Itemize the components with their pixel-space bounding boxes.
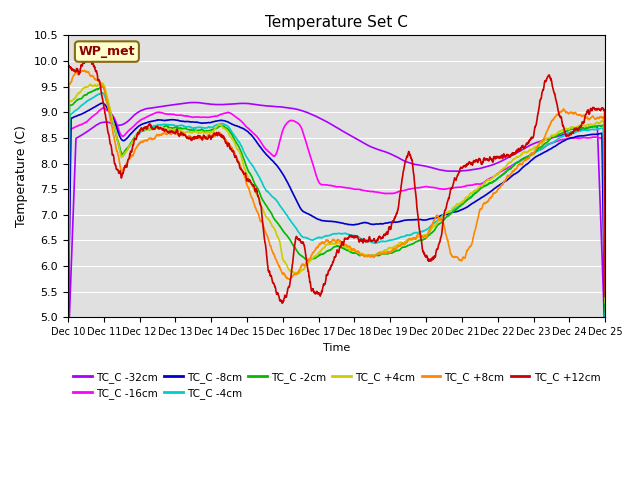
TC_C +4cm xyxy=(64,336,72,342)
TC_C -16cm xyxy=(586,135,593,141)
Line: TC_C -2cm: TC_C -2cm xyxy=(68,86,605,340)
TC_C +12cm xyxy=(326,267,333,273)
TC_C +4cm xyxy=(487,176,495,182)
Line: TC_C -4cm: TC_C -4cm xyxy=(68,93,605,336)
Text: WP_met: WP_met xyxy=(79,45,135,58)
TC_C -32cm xyxy=(311,113,319,119)
TC_C -32cm xyxy=(92,123,99,129)
TC_C -4cm xyxy=(92,93,99,99)
TC_C -16cm xyxy=(100,105,108,111)
TC_C -32cm xyxy=(191,99,199,105)
Line: TC_C +12cm: TC_C +12cm xyxy=(68,55,605,303)
TC_C +8cm xyxy=(586,116,594,121)
TC_C +12cm xyxy=(602,293,609,299)
TC_C -16cm xyxy=(311,169,319,175)
TC_C +8cm xyxy=(311,247,319,253)
TC_C -8cm xyxy=(586,132,593,138)
TC_C +8cm xyxy=(602,286,609,292)
TC_C +12cm xyxy=(488,156,495,162)
TC_C -32cm xyxy=(326,120,333,126)
TC_C -4cm xyxy=(326,232,333,238)
TC_C +8cm xyxy=(326,239,333,245)
TC_C -4cm xyxy=(586,127,594,133)
Line: TC_C +8cm: TC_C +8cm xyxy=(68,71,605,329)
TC_C -8cm xyxy=(487,188,495,194)
Line: TC_C +4cm: TC_C +4cm xyxy=(68,83,605,339)
TC_C -16cm xyxy=(92,111,99,117)
TC_C +4cm xyxy=(586,121,594,127)
TC_C -16cm xyxy=(64,349,72,355)
TC_C -2cm xyxy=(99,84,106,89)
TC_C -8cm xyxy=(602,342,609,348)
TC_C -8cm xyxy=(586,132,594,138)
TC_C +12cm xyxy=(586,109,594,115)
TC_C -16cm xyxy=(326,182,333,188)
TC_C +8cm xyxy=(487,195,495,201)
TC_C +4cm xyxy=(586,122,593,128)
TC_C -4cm xyxy=(487,180,495,186)
TC_C -16cm xyxy=(487,175,495,180)
TC_C +12cm xyxy=(92,68,99,74)
TC_C -2cm xyxy=(487,180,495,186)
TC_C -32cm xyxy=(602,339,609,345)
TC_C -32cm xyxy=(487,162,495,168)
TC_C +4cm xyxy=(326,241,333,247)
Title: Temperature Set C: Temperature Set C xyxy=(265,15,408,30)
TC_C -4cm xyxy=(64,326,72,332)
TC_C -16cm xyxy=(602,331,609,337)
TC_C -2cm xyxy=(602,309,609,315)
TC_C -16cm xyxy=(586,135,594,141)
Line: TC_C -16cm: TC_C -16cm xyxy=(68,108,605,352)
TC_C -2cm xyxy=(64,337,72,343)
TC_C -8cm xyxy=(326,218,333,224)
Line: TC_C -8cm: TC_C -8cm xyxy=(68,103,605,345)
TC_C +12cm xyxy=(278,300,286,306)
TC_C +12cm xyxy=(586,108,594,114)
TC_C -4cm xyxy=(602,334,609,339)
TC_C +8cm xyxy=(92,77,99,83)
TC_C +8cm xyxy=(81,68,88,73)
TC_C +4cm xyxy=(311,253,319,259)
TC_C -8cm xyxy=(92,104,99,109)
TC_C -2cm xyxy=(586,124,593,130)
TC_C -2cm xyxy=(92,87,99,93)
TC_C +8cm xyxy=(586,116,593,122)
TC_C +12cm xyxy=(85,52,93,58)
X-axis label: Time: Time xyxy=(323,343,350,353)
TC_C -2cm xyxy=(311,255,319,261)
TC_C -8cm xyxy=(311,215,319,220)
TC_C -32cm xyxy=(64,354,72,360)
TC_C -4cm xyxy=(311,236,319,242)
TC_C -4cm xyxy=(586,127,593,133)
TC_C -2cm xyxy=(586,124,594,130)
TC_C +4cm xyxy=(98,80,106,86)
TC_C -8cm xyxy=(99,100,106,106)
Y-axis label: Temperature (C): Temperature (C) xyxy=(15,125,28,227)
TC_C +4cm xyxy=(92,83,99,88)
TC_C -32cm xyxy=(586,124,594,130)
TC_C -4cm xyxy=(98,90,106,96)
Legend: TC_C -32cm, TC_C -16cm, TC_C -8cm, TC_C -4cm, TC_C -2cm, TC_C +4cm, TC_C +8cm, T: TC_C -32cm, TC_C -16cm, TC_C -8cm, TC_C … xyxy=(68,368,604,403)
TC_C +8cm xyxy=(64,326,72,332)
TC_C -8cm xyxy=(64,334,72,340)
TC_C +12cm xyxy=(312,291,319,297)
Line: TC_C -32cm: TC_C -32cm xyxy=(68,102,605,357)
TC_C +4cm xyxy=(602,300,609,306)
TC_C -2cm xyxy=(326,247,333,253)
TC_C -32cm xyxy=(586,124,593,130)
TC_C +12cm xyxy=(64,265,72,271)
